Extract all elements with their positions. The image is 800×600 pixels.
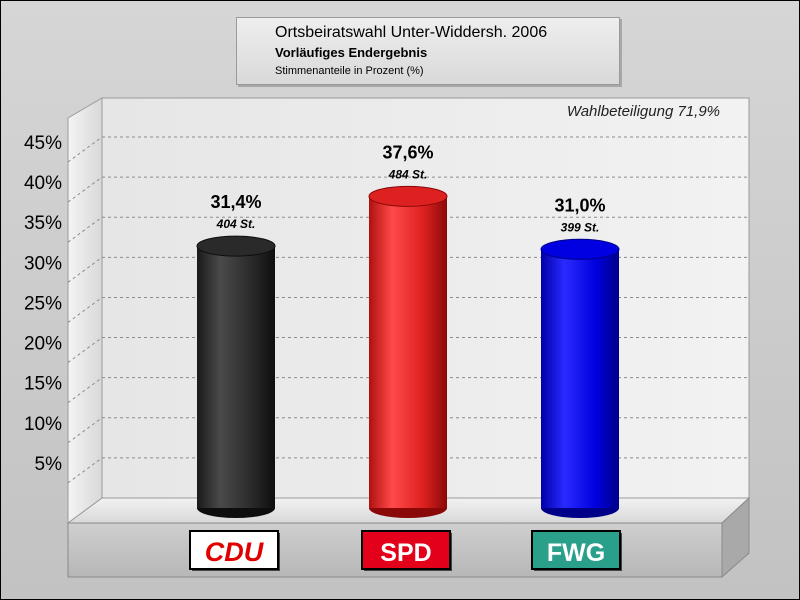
gridline-side [67, 256, 103, 283]
logo-fwg: FWG [531, 530, 622, 571]
votes-label: 399 St. [561, 220, 600, 234]
logo-text: CDU [205, 537, 265, 567]
gridline-side [67, 417, 103, 444]
y-tick-label: 40% [24, 173, 62, 194]
logo-cdu: CDU [189, 530, 280, 571]
gridline-side [67, 216, 103, 243]
votes-label: 404 St. [216, 217, 256, 231]
votes-label: 484 St. [388, 167, 428, 181]
y-tick-label: 45% [24, 133, 62, 154]
gridlines [67, 136, 749, 484]
chart-subtitle: Vorläufiges Endergebnis [275, 45, 428, 60]
gridline-side [67, 297, 103, 323]
data-labels: 31,4% 404 St. 37,6% 484 St. 31,0% 399 St. [210, 142, 605, 234]
y-tick-label: 5% [35, 454, 63, 475]
y-tick-label: 10% [24, 414, 62, 435]
bar-cdu [196, 235, 276, 518]
gridline-side [67, 337, 103, 363]
y-tick-label: 15% [24, 374, 62, 395]
gridline-side [67, 377, 103, 404]
turnout-annotation: Wahlbeteiligung 71,9% [567, 103, 720, 120]
logo-spd: SPD [361, 530, 452, 571]
y-tick-label: 20% [24, 334, 62, 355]
title-box: Ortsbeiratswahl Unter-Widdersh. 2006 Vor… [236, 17, 620, 85]
gridline-side [67, 136, 103, 163]
chart-title: Ortsbeiratswahl Unter-Widdersh. 2006 [275, 24, 548, 41]
chart-subtitle-units: Stimmenanteile in Prozent (%) [275, 65, 424, 77]
logo-text: SPD [380, 539, 431, 567]
bars [196, 185, 620, 518]
bar-spd [368, 185, 448, 518]
gridline-side [67, 176, 103, 203]
value-label: 31,0% [554, 195, 605, 215]
value-label: 37,6% [382, 142, 433, 162]
y-tick-label: 30% [24, 253, 62, 274]
y-tick-label: 35% [24, 213, 62, 234]
gridline-side [67, 457, 103, 484]
value-label: 31,4% [210, 192, 261, 212]
y-tick-label: 25% [24, 293, 62, 314]
party-logos: CDU SPD FWG [189, 530, 622, 571]
y-axis-ticks: 5% 10% 15% 20% 25% 30% 35% 40% 45% [24, 133, 62, 475]
bar-fwg [540, 238, 620, 518]
logo-text: FWG [547, 539, 605, 567]
